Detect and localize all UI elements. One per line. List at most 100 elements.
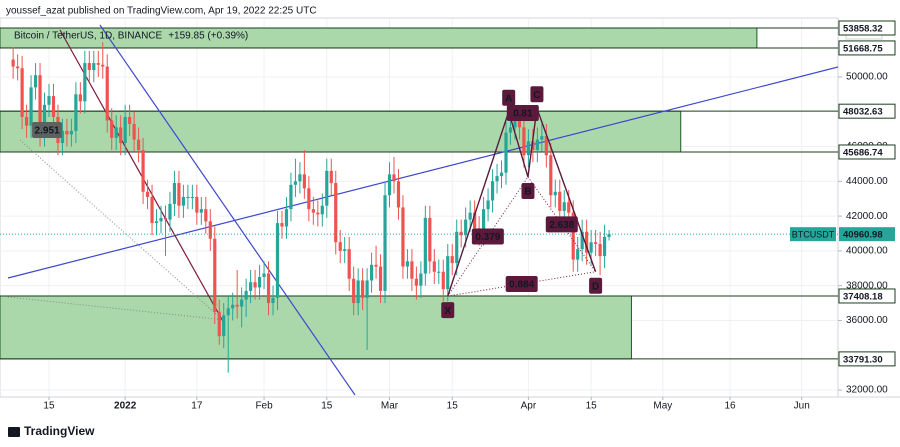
level-label-box (838, 351, 896, 367)
candle-body (441, 271, 445, 290)
candle-body (459, 231, 463, 236)
candle-body (387, 174, 392, 196)
candle-body (473, 212, 477, 229)
candle-body (374, 264, 378, 267)
chart-title: Bitcoin / TetherUS, 1D, BINANCE (14, 31, 163, 42)
candle-body (253, 282, 257, 288)
symbol-box (790, 227, 836, 242)
pattern-ratio-box (471, 228, 504, 245)
candle-body (249, 282, 253, 291)
plot (0, 18, 838, 397)
dotted-line (7, 296, 226, 321)
trend-line (7, 66, 838, 279)
candle-body (405, 261, 410, 267)
candle-body (181, 196, 186, 206)
dotted-line (19, 139, 226, 323)
candle-body (240, 299, 244, 307)
pattern-point-box (502, 89, 516, 106)
candle-body (172, 183, 177, 204)
candle-body (428, 217, 432, 262)
last-price-label: 40960.98 (843, 230, 883, 241)
last-price-box (839, 227, 895, 242)
candle-body (531, 141, 535, 151)
candle-body (150, 196, 154, 224)
candle-body (302, 174, 306, 189)
candle-body (369, 264, 374, 281)
y-tick-label: 44000.00 (846, 176, 888, 187)
candle-body (325, 170, 329, 206)
candle-body (105, 66, 109, 121)
x-tick-label: Mar (381, 401, 399, 412)
candle-body (190, 196, 194, 198)
candle-body (69, 130, 73, 135)
candle-body (361, 280, 365, 298)
x-tick-label: 15 (321, 401, 333, 412)
candle-body (262, 273, 266, 277)
annotation-box (32, 122, 63, 139)
candle-body (562, 202, 566, 211)
candle-body (60, 130, 65, 144)
candle-body (235, 304, 239, 307)
candle-body (78, 94, 82, 102)
candle-body (455, 231, 459, 264)
candle-body (607, 234, 611, 237)
axes: USDT32000.0036000.0038000.0040000.004200… (0, 20, 900, 412)
candle-body (257, 276, 262, 288)
candle-body (208, 221, 212, 239)
level-label: 37408.18 (843, 291, 883, 302)
pattern-point: C (533, 90, 540, 101)
candle-body (186, 196, 190, 198)
zone (0, 110, 682, 153)
candle-body (517, 120, 522, 128)
candle-body (289, 184, 293, 210)
candle-body (65, 130, 69, 135)
x-tick-label: Jun (794, 401, 810, 412)
candle-body (490, 181, 495, 201)
candle-body (347, 249, 351, 279)
candle-body (87, 63, 91, 71)
level-label: 45686.74 (843, 148, 883, 159)
y-tick-label: 50000.00 (846, 72, 888, 83)
candle-body (508, 127, 513, 133)
candle-body (549, 155, 553, 196)
candle-body (396, 181, 401, 208)
trend-line (99, 24, 356, 396)
candle-body (486, 200, 490, 210)
pattern-point: B (524, 187, 531, 198)
candle-body (128, 116, 132, 124)
level-label: 33791.30 (843, 354, 883, 365)
candle-body (145, 191, 150, 197)
y-tick-label: 42000.00 (846, 211, 888, 222)
candle-body (571, 212, 575, 260)
footer-logo: TradingView (8, 424, 95, 438)
y-tick-label: 40000.00 (846, 246, 888, 257)
candle-body (159, 217, 163, 222)
candle-body (320, 205, 324, 215)
annotation: 2.951 (35, 126, 60, 137)
footer: TradingView (24, 424, 95, 438)
candle-body (437, 271, 441, 273)
level-label-box (838, 144, 896, 160)
candle-body (307, 188, 311, 210)
zone (0, 295, 632, 360)
candle-body (29, 87, 33, 126)
candle-body (383, 195, 387, 291)
candle-body (168, 203, 172, 220)
candle-body (522, 127, 526, 156)
pattern-ratio: 2.638 (549, 220, 574, 231)
pattern-point-box (441, 302, 455, 319)
x-tick-label: Feb (255, 401, 273, 412)
pattern-ratio-box (545, 216, 578, 233)
candle-body (20, 68, 24, 117)
candle-body (16, 66, 20, 69)
pattern-point: A (505, 93, 512, 104)
candle-body (410, 261, 414, 279)
candle-body (154, 221, 159, 224)
candle-body (33, 75, 38, 88)
candle-body (392, 174, 396, 182)
candle-body (132, 123, 136, 140)
candle-body (96, 63, 100, 65)
candle-body (446, 256, 450, 290)
candle-body (110, 120, 114, 138)
pattern-ratio: 0.379 (475, 232, 500, 243)
